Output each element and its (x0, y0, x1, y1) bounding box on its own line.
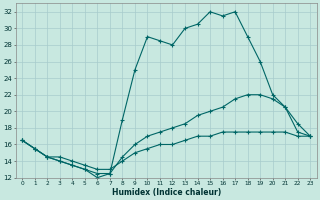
X-axis label: Humidex (Indice chaleur): Humidex (Indice chaleur) (112, 188, 221, 197)
